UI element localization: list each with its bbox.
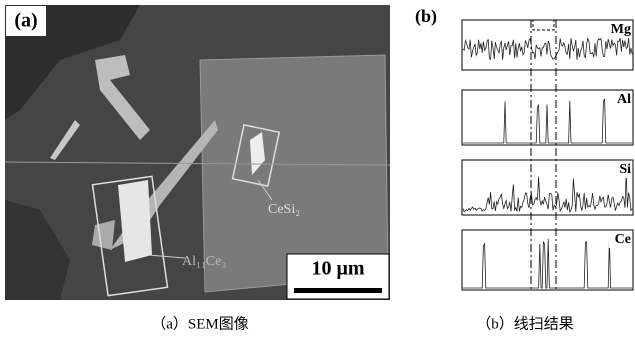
page: CeSi₂ Al₁₁Ce₃ (a) 10 μm (b) Mg Al Si Ce （a）…: [0, 0, 635, 341]
element-label: Mg: [611, 22, 631, 37]
element-label: Ce: [615, 232, 631, 247]
scan-trace: [463, 99, 632, 143]
element-label: Si: [619, 162, 631, 177]
panel-label: (a): [14, 10, 37, 32]
figure: CeSi₂ Al₁₁Ce₃ (a) 10 μm (b) Mg Al Si Ce （a）…: [0, 0, 635, 341]
element-label: Al: [617, 92, 631, 107]
scale-bar-label: 10 μm: [312, 258, 365, 280]
scan-trace: [463, 239, 632, 288]
line-scans: Mg Al Si Ce: [462, 20, 633, 290]
panel-label: (b): [415, 6, 437, 27]
sem-image: CeSi₂ Al₁₁Ce₃ (a) 10 μm: [5, 5, 390, 300]
scan-boundary: [533, 20, 554, 30]
caption: （b）线扫结果: [476, 315, 574, 332]
scan-trace: [463, 38, 632, 60]
phase-label: Al₁₁Ce₃: [182, 254, 226, 269]
phase-label: CeSi₂: [268, 202, 300, 217]
scale-bar: [294, 288, 382, 293]
scan-trace: [463, 172, 632, 212]
caption: （a）SEM图像: [151, 315, 249, 332]
